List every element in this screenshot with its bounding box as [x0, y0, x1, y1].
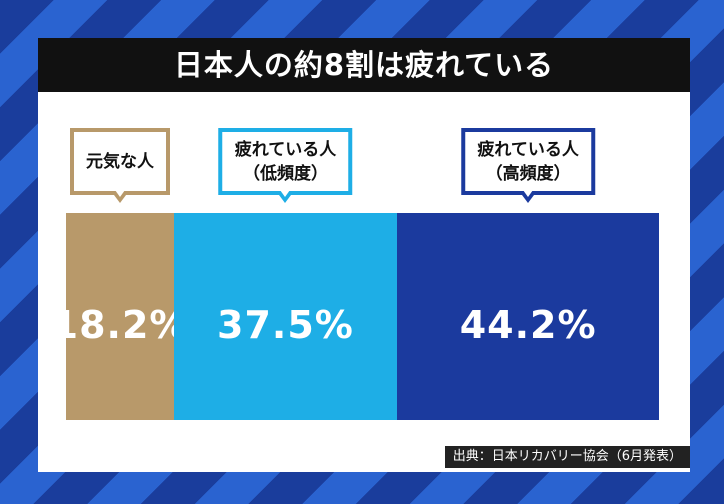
bar-segment: [396, 213, 660, 420]
chart-title: 日本人の約8割は疲れている: [38, 38, 690, 92]
value-label: 18.2%: [51, 303, 189, 347]
bar-segment: [174, 213, 397, 420]
label-pointer-inner: [115, 190, 126, 197]
label-pointer-inner: [523, 190, 534, 197]
label-pointer-inner: [280, 190, 291, 197]
category-label: 疲れている人 （低頻度）: [218, 128, 353, 195]
category-label: 元気な人: [70, 128, 171, 195]
category-label: 疲れている人 （高頻度）: [461, 128, 595, 195]
source: 出典：日本リカバリー協会（6月発表）: [444, 446, 690, 468]
value-label: 44.2%: [459, 303, 597, 347]
value-label: 37.5%: [217, 303, 354, 347]
bar-segment: [66, 213, 175, 420]
